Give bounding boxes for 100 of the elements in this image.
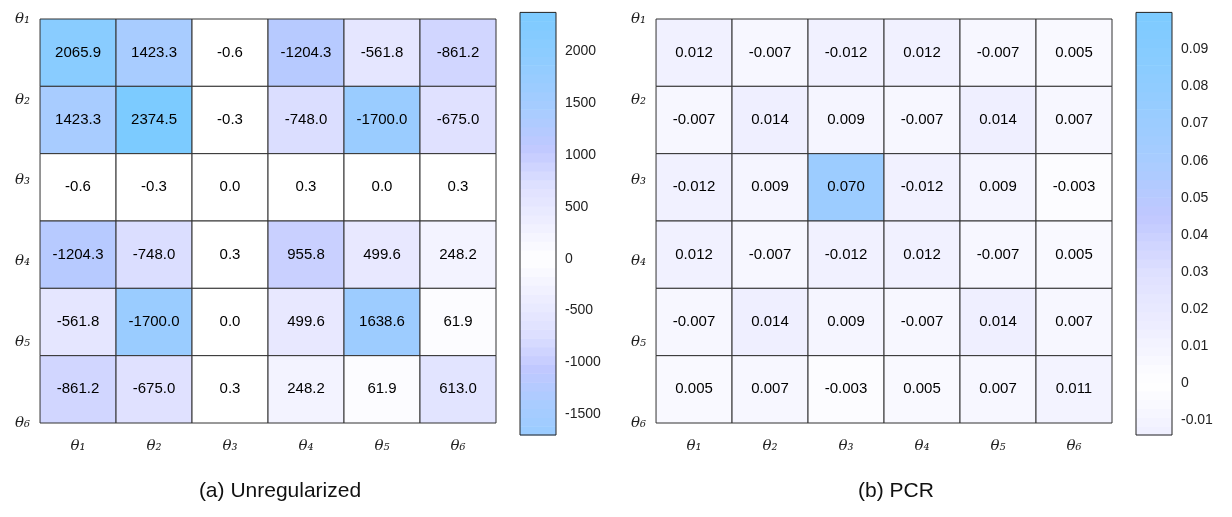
x-tick-label: θ₆ — [450, 435, 466, 454]
data-label: -0.007 — [976, 244, 1020, 262]
x-tick-label: θ₁ — [686, 435, 702, 454]
data-label: 499.6 — [363, 244, 401, 262]
data-label: 0.007 — [1055, 312, 1093, 330]
data-label: -1700.0 — [128, 312, 180, 330]
data-label: 0.005 — [675, 379, 713, 397]
y-tick-label: θ₅ — [631, 332, 647, 351]
data-label: 0.012 — [675, 42, 713, 60]
x-tick-label: θ₅ — [374, 435, 390, 454]
data-label: 613.0 — [439, 379, 477, 397]
color-bar-label: 1500 — [565, 93, 597, 110]
color-bar-label: 0.04 — [1181, 225, 1209, 242]
data-label: 0.014 — [751, 110, 789, 128]
data-label: -0.007 — [672, 312, 716, 330]
data-label: -748.0 — [132, 244, 176, 262]
color-bar-label: 0.02 — [1181, 299, 1209, 316]
data-label: -748.0 — [284, 110, 328, 128]
y-tick-label: θ₄ — [631, 251, 647, 270]
color-bar-label: 0.08 — [1181, 77, 1209, 94]
color-bar-label: 2000 — [565, 42, 597, 59]
data-label: 499.6 — [287, 312, 325, 330]
data-label: -0.007 — [672, 110, 716, 128]
data-label: -0.012 — [824, 42, 868, 60]
data-label: 61.9 — [443, 312, 473, 330]
data-label: 0.009 — [827, 312, 865, 330]
data-label: -0.007 — [976, 42, 1020, 60]
color-bar-label: 0.07 — [1181, 114, 1209, 131]
data-label: -561.8 — [360, 42, 404, 60]
data-label: 248.2 — [287, 379, 325, 397]
data-label: 0.007 — [751, 379, 789, 397]
data-label: -0.007 — [748, 42, 792, 60]
data-label: -675.0 — [132, 379, 176, 397]
color-bar-label: 0.06 — [1181, 151, 1209, 168]
data-label: -1700.0 — [356, 110, 408, 128]
data-label: 0.009 — [751, 177, 789, 195]
data-label: 61.9 — [367, 379, 397, 397]
data-label: 0.014 — [979, 312, 1017, 330]
data-label: 248.2 — [439, 244, 477, 262]
data-label: 1423.3 — [55, 110, 101, 128]
data-label: 0.014 — [751, 312, 789, 330]
data-label: -0.3 — [217, 110, 243, 128]
y-tick-label: θ₅ — [15, 332, 31, 351]
data-label: 0.007 — [979, 379, 1017, 397]
data-label: 1638.6 — [359, 312, 405, 330]
data-label: -0.007 — [900, 312, 944, 330]
y-tick-label: θ₂ — [15, 89, 31, 108]
data-label: 0.012 — [675, 244, 713, 262]
y-tick-label: θ₁ — [15, 8, 31, 27]
x-tick-label: θ₃ — [222, 435, 238, 454]
data-label: -0.3 — [141, 177, 167, 195]
y-tick-label: θ₃ — [15, 170, 31, 189]
x-tick-label: θ₄ — [298, 435, 314, 454]
data-label: -561.8 — [56, 312, 100, 330]
color-bar-label: 0.09 — [1181, 40, 1209, 57]
data-label: 0.005 — [903, 379, 941, 397]
data-label: -0.012 — [900, 177, 944, 195]
x-tick-label: θ₁ — [70, 435, 86, 454]
data-label: -0.6 — [65, 177, 91, 195]
y-tick-label: θ₄ — [15, 251, 31, 270]
x-tick-label: θ₆ — [1066, 435, 1082, 454]
color-bar-label: -1000 — [565, 353, 602, 370]
data-label: 0.009 — [979, 177, 1017, 195]
data-label: 0.0 — [219, 177, 241, 195]
color-bar-label: 0.03 — [1181, 262, 1209, 279]
x-tick-label: θ₂ — [762, 435, 778, 454]
y-tick-label: θ₆ — [15, 412, 31, 431]
data-label: -1204.3 — [52, 244, 104, 262]
data-label: -1204.3 — [280, 42, 332, 60]
y-tick-label: θ₁ — [631, 8, 647, 27]
data-label: 0.014 — [979, 110, 1017, 128]
x-tick-label: θ₂ — [146, 435, 162, 454]
color-bar-label: -500 — [565, 301, 594, 318]
text: (b) PCR — [857, 478, 935, 502]
y-tick-label: θ₆ — [631, 412, 647, 431]
x-tick-label: θ₃ — [838, 435, 854, 454]
data-label: 0.3 — [447, 177, 469, 195]
data-label: -0.003 — [824, 379, 868, 397]
x-tick-label: θ₄ — [914, 435, 930, 454]
text: (a) Unregularized — [197, 478, 363, 502]
data-label: -0.007 — [900, 110, 944, 128]
data-label: -0.6 — [217, 42, 243, 60]
data-label: 955.8 — [287, 244, 325, 262]
color-bar-label: 0 — [1181, 373, 1189, 390]
data-label: 0.012 — [903, 244, 941, 262]
color-bar-label: 0.05 — [1181, 188, 1209, 205]
data-label: -0.012 — [824, 244, 868, 262]
x-tick-label: θ₅ — [990, 435, 1006, 454]
data-label: 0.007 — [1055, 110, 1093, 128]
data-label: 0.012 — [903, 42, 941, 60]
data-label: -861.2 — [436, 42, 480, 60]
data-label: -675.0 — [436, 110, 480, 128]
data-label: -0.012 — [672, 177, 716, 195]
color-bar-label: -0.01 — [1181, 411, 1214, 428]
data-label: 0.0 — [371, 177, 393, 195]
data-label: -0.007 — [748, 244, 792, 262]
data-label: 1423.3 — [131, 42, 177, 60]
color-bar-label: 0 — [565, 249, 573, 266]
data-label: 0.005 — [1055, 244, 1093, 262]
data-label: 0.070 — [827, 177, 865, 195]
